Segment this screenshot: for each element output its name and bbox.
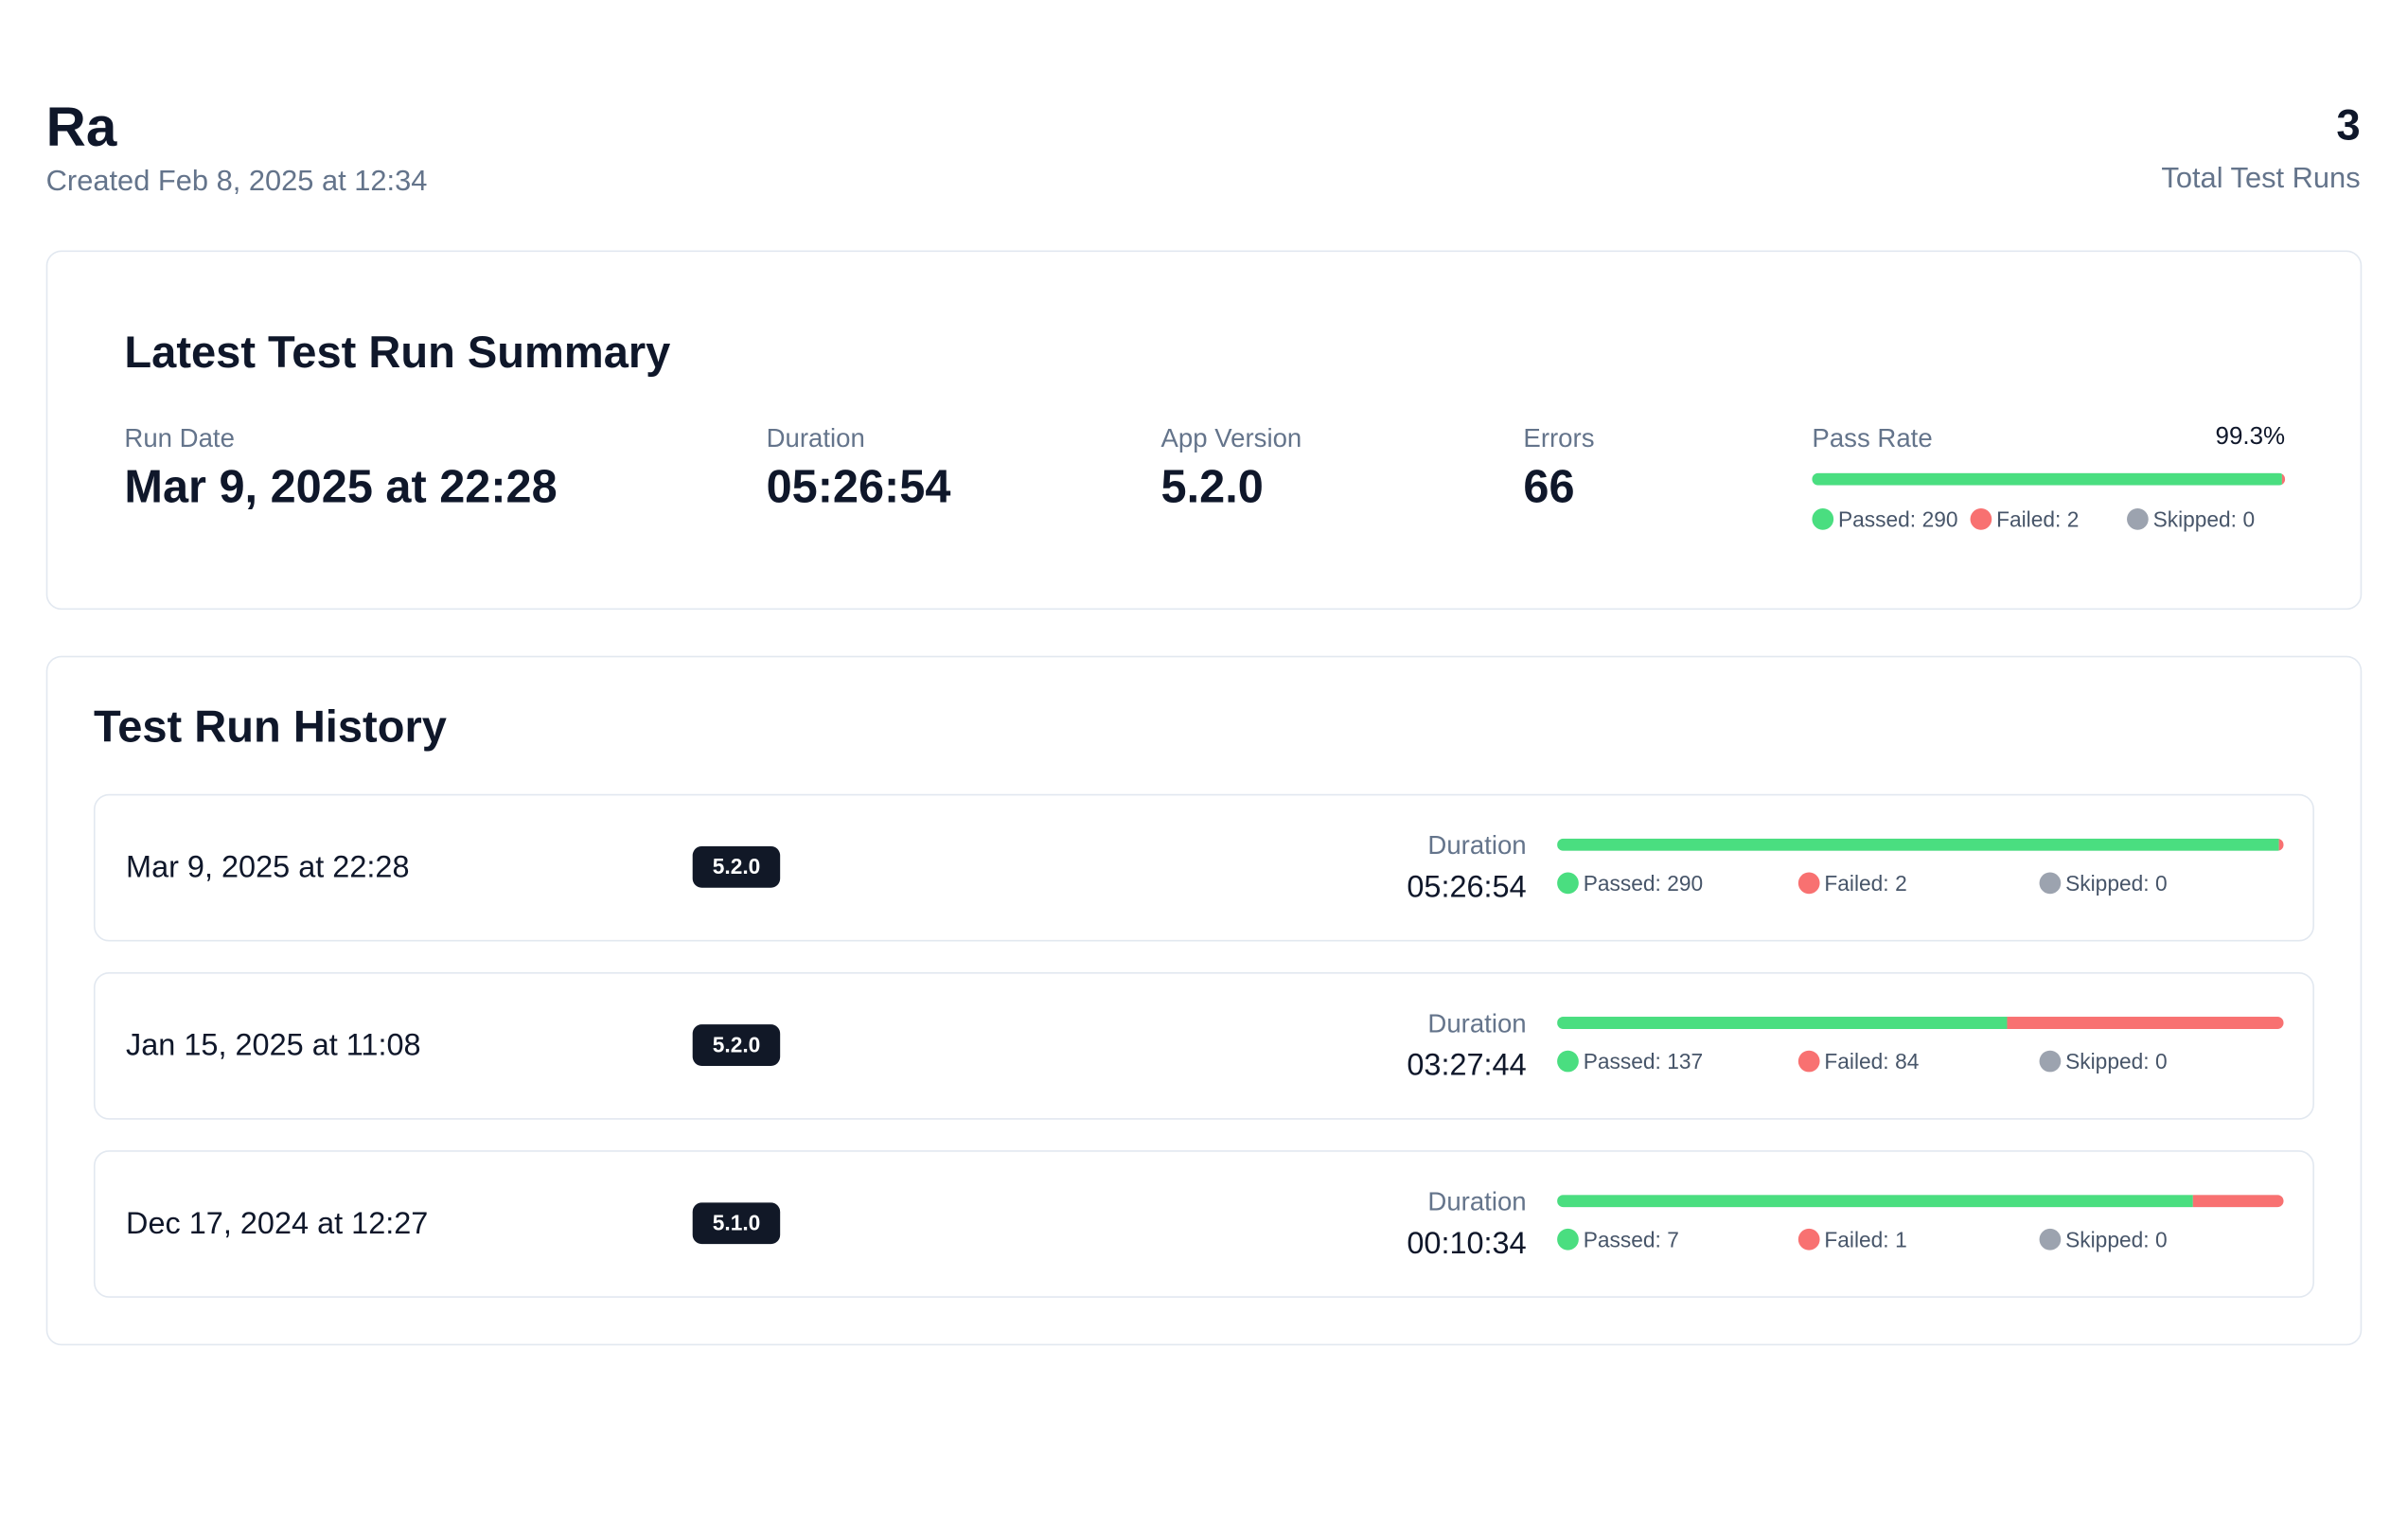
legend-dot [1557, 1050, 1579, 1073]
passed-legend: Passed: 290 [1812, 506, 1957, 531]
legend-label: Skipped: [2152, 506, 2238, 532]
field-label: Duration [766, 423, 865, 453]
passed-segment [1812, 472, 2282, 486]
history-card: Test Run History Mar 9, 2025 at 22:28 5.2… [45, 655, 2363, 1346]
progress-bar [1557, 838, 2284, 851]
run-date: Mar 9, 2025 at 22:28 [126, 850, 410, 885]
run-date: Jan 15, 2025 at 11:08 [126, 1029, 421, 1063]
failed-segment [2192, 1195, 2284, 1208]
passed-legend: Passed: 137 [1557, 1049, 1703, 1074]
progress-bar [1557, 1195, 2284, 1208]
legend-label: Passed: [1583, 1227, 1661, 1252]
passed-legend: Passed: 290 [1557, 871, 1703, 896]
field-value: 5.2.0 [1160, 462, 1264, 513]
version-badge: 5.2.0 [692, 1024, 781, 1066]
pass-rate-label: Pass Rate [1812, 423, 1933, 453]
total-runs-label: Total Test Runs [2161, 162, 2361, 196]
summary-title: Latest Test Run Summary [124, 328, 671, 379]
project-title: Ra [45, 95, 117, 159]
legend-count: 0 [2155, 1049, 2168, 1074]
legend-count: 2 [1895, 870, 1907, 896]
legend-count: 290 [1667, 870, 1704, 896]
legend-count: 0 [2242, 506, 2256, 532]
duration-label: Duration [1427, 830, 1527, 861]
legend-count: 2 [2066, 506, 2080, 532]
failed-legend: Failed: 84 [1797, 1049, 1920, 1074]
legend-dot [2039, 872, 2062, 895]
legend-dot [1797, 1228, 1820, 1251]
legend-count: 0 [2155, 1227, 2168, 1252]
legend-label: Failed: [1824, 870, 1889, 896]
legend-dot [1970, 508, 1992, 530]
legend-dot [2039, 1228, 2062, 1251]
field-value: 05:26:54 [766, 462, 951, 513]
legend-label: Passed: [1838, 506, 1917, 532]
legend-dot [1812, 508, 1834, 530]
legend-count: 1 [1895, 1227, 1907, 1252]
passed-segment [1557, 1195, 2193, 1208]
legend-count: 0 [2155, 870, 2168, 896]
skipped-legend: Skipped: 0 [2039, 1227, 2168, 1252]
failed-legend: Failed: 1 [1797, 1227, 1907, 1252]
version-badge: 5.2.0 [692, 845, 781, 888]
legend-label: Passed: [1583, 1049, 1661, 1074]
skipped-legend: Skipped: 0 [2039, 1049, 2168, 1074]
legend-dot [1797, 872, 1820, 895]
failed-segment [2007, 1017, 2284, 1030]
legend-count: 84 [1895, 1049, 1920, 1074]
failed-legend: Failed: 2 [1797, 870, 1907, 896]
failed-segment [2281, 472, 2286, 486]
field-label: Errors [1523, 423, 1595, 453]
field-value: Mar 9, 2025 at 22:28 [124, 462, 558, 513]
run-row: Dec 17, 2024 at 12:27 5.1.0 Duration 00:10:… [93, 1150, 2314, 1298]
history-title: Test Run History [93, 703, 447, 753]
legend-dot [1557, 1228, 1579, 1251]
legend-label: Skipped: [2065, 1049, 2150, 1074]
summary-card: Latest Test Run Summary Run Date Mar 9, 2… [45, 250, 2363, 611]
legend-dot [1797, 1050, 1820, 1073]
legend-label: Failed: [1996, 506, 2062, 532]
legend-label: Failed: [1824, 1227, 1889, 1252]
run-row: Jan 15, 2025 at 11:08 5.2.0 Duration 03:27:… [93, 971, 2314, 1120]
passed-legend: Passed: 7 [1557, 1227, 1679, 1251]
duration-label: Duration [1427, 1008, 1527, 1038]
duration-value: 03:27:44 [1407, 1049, 1527, 1083]
duration-label: Duration [1427, 1187, 1527, 1216]
legend-count: 7 [1667, 1227, 1679, 1252]
duration-value: 05:26:54 [1407, 870, 1527, 905]
legend-dot [1557, 872, 1579, 895]
legend-label: Skipped: [2065, 870, 2150, 896]
legend-dot [2039, 1050, 2062, 1073]
legend-dot [2127, 508, 2149, 530]
legend-label: Passed: [1583, 870, 1661, 896]
passed-segment [1557, 1017, 2008, 1030]
legend-label: Skipped: [2065, 1227, 2150, 1252]
pass-rate: 99.3% [2215, 423, 2286, 451]
skipped-legend: Skipped: 0 [2127, 506, 2255, 531]
field-value: 66 [1523, 462, 1575, 513]
progress-bar [1812, 472, 2286, 486]
run-date: Dec 17, 2024 at 12:27 [126, 1207, 429, 1241]
legend-count: 137 [1667, 1049, 1704, 1074]
run-row: Mar 9, 2025 at 22:28 5.2.0 Duration 05:26:5… [93, 793, 2314, 942]
legend-label: Failed: [1824, 1049, 1889, 1074]
field-label: App Version [1160, 423, 1302, 453]
progress-bar [1557, 1017, 2284, 1030]
created-date: Created Feb 8, 2025 at 12:34 [45, 166, 428, 199]
duration-value: 00:10:34 [1407, 1227, 1527, 1261]
legend-count: 290 [1921, 506, 1958, 532]
field-label: Run Date [124, 423, 235, 453]
version-badge: 5.1.0 [692, 1202, 781, 1245]
total-runs: 3 [2336, 101, 2361, 150]
failed-segment [2278, 838, 2284, 851]
failed-legend: Failed: 2 [1970, 506, 2080, 532]
passed-segment [1557, 838, 2279, 851]
skipped-legend: Skipped: 0 [2039, 870, 2168, 896]
